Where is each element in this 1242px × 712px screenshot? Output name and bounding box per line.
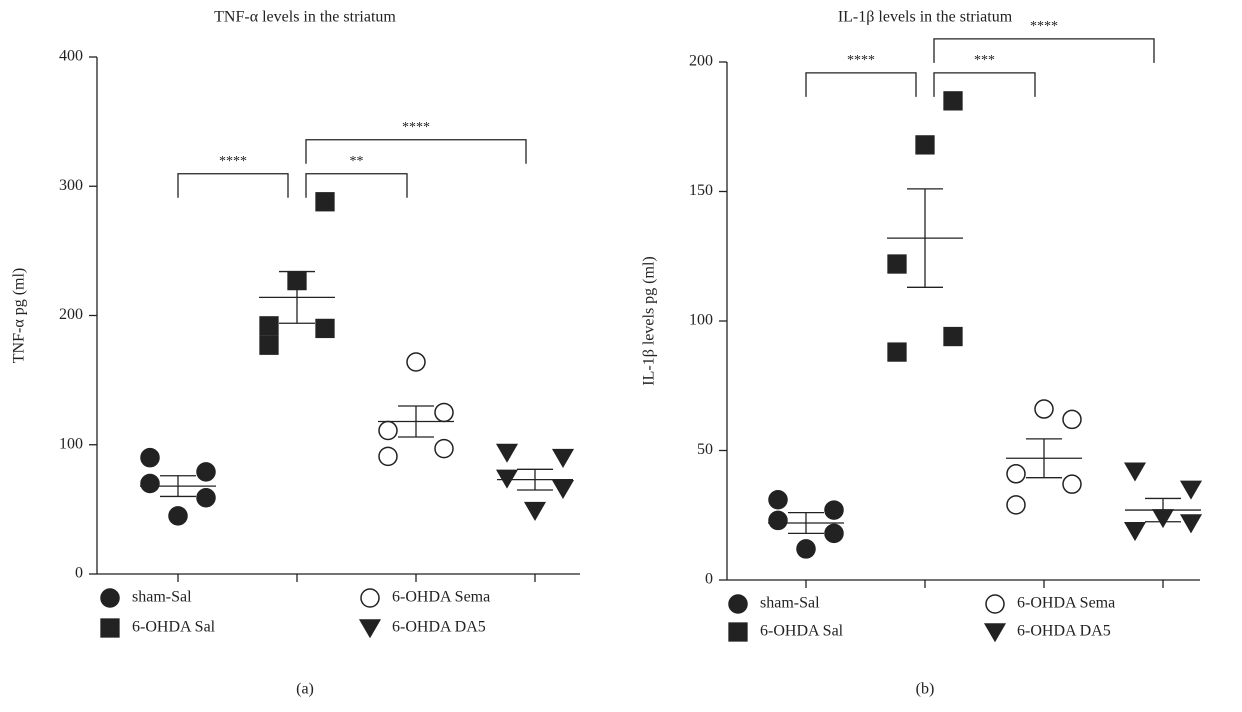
data-point [1062, 409, 1082, 430]
data-point [196, 462, 216, 482]
data-point [1179, 514, 1203, 534]
data-point [1123, 462, 1147, 482]
significance-label: ** [350, 154, 364, 169]
significance-bracket [805, 72, 917, 97]
y-axis-label: IL-1β levels pg (ml) [641, 256, 658, 385]
significance-bracket [933, 38, 1155, 63]
legend-marker [358, 619, 382, 639]
significance-label: **** [1030, 19, 1058, 34]
data-point [406, 352, 426, 372]
sem-bar [517, 468, 553, 491]
legend-label: sham-Sal [760, 595, 820, 612]
data-point [259, 316, 279, 336]
chart-title: IL-1β levels in the striatum [838, 9, 1013, 26]
data-point [551, 479, 575, 499]
legend-label: 6-OHDA DA5 [392, 619, 486, 636]
data-point [315, 318, 335, 339]
significance-bracket [305, 139, 527, 164]
data-point [140, 447, 160, 468]
significance-bracket [305, 173, 408, 198]
data-point [1006, 495, 1026, 515]
sem-bar [398, 405, 434, 438]
chart-title: TNF-α levels in the striatum [214, 9, 396, 26]
significance-bracket [933, 72, 1036, 97]
y-tick-label: 0 [75, 565, 83, 582]
data-point [887, 254, 907, 274]
panel-label: (b) [916, 681, 935, 698]
y-tick-label: 150 [689, 182, 713, 199]
data-point [259, 335, 279, 355]
data-point [168, 506, 188, 526]
data-point [943, 91, 963, 111]
data-point [1123, 522, 1147, 542]
sem-bar [788, 512, 824, 535]
data-point [551, 448, 575, 468]
y-axis-label: TNF-α pg (ml) [11, 268, 28, 363]
y-tick-label: 100 [689, 312, 713, 329]
data-point [796, 539, 816, 559]
data-point [378, 420, 398, 441]
legend-marker [983, 623, 1007, 643]
data-point [824, 523, 844, 544]
data-point [887, 342, 907, 362]
sem-bar [1145, 497, 1181, 523]
sem-bar [279, 270, 315, 324]
significance-label: **** [847, 53, 875, 68]
legend-marker [728, 594, 748, 614]
legend-label: 6-OHDA Sema [1017, 595, 1115, 612]
data-point [768, 489, 788, 510]
data-point [523, 501, 547, 521]
data-point [824, 500, 844, 520]
data-point [1006, 464, 1026, 484]
data-point [434, 438, 454, 459]
data-point [495, 443, 519, 463]
y-tick-label: 0 [705, 571, 713, 588]
data-point [196, 487, 216, 508]
y-tick-label: 400 [59, 48, 83, 65]
legend-marker [100, 618, 120, 638]
data-point [943, 326, 963, 347]
significance-bracket [177, 173, 289, 198]
data-point [434, 402, 454, 423]
sem-bar [907, 188, 943, 288]
legend-label: 6-OHDA Sema [392, 589, 490, 606]
y-tick-label: 100 [59, 435, 83, 452]
data-point [495, 469, 519, 489]
y-tick-label: 200 [689, 53, 713, 70]
data-point [140, 473, 160, 494]
data-point [1062, 474, 1082, 494]
sem-bar [1026, 438, 1062, 479]
legend-marker [728, 622, 748, 642]
significance-label: **** [219, 154, 247, 169]
y-tick-label: 300 [59, 177, 83, 194]
sem-bar [160, 475, 196, 498]
legend-marker [360, 588, 380, 608]
legend-label: 6-OHDA Sal [132, 619, 216, 636]
legend-marker [100, 588, 120, 608]
panel-label: (a) [296, 681, 314, 698]
data-point [1034, 399, 1054, 419]
y-tick-label: 200 [59, 306, 83, 323]
data-point [315, 192, 335, 212]
legend-marker [985, 594, 1005, 614]
y-tick-label: 50 [697, 441, 713, 458]
data-point [768, 510, 788, 531]
legend-label: sham-Sal [132, 589, 192, 606]
significance-label: **** [402, 120, 430, 135]
data-point [378, 446, 398, 467]
data-point [915, 135, 935, 155]
legend-label: 6-OHDA DA5 [1017, 623, 1111, 640]
legend-label: 6-OHDA Sal [760, 623, 844, 640]
significance-label: *** [974, 53, 995, 68]
data-point [1179, 480, 1203, 500]
